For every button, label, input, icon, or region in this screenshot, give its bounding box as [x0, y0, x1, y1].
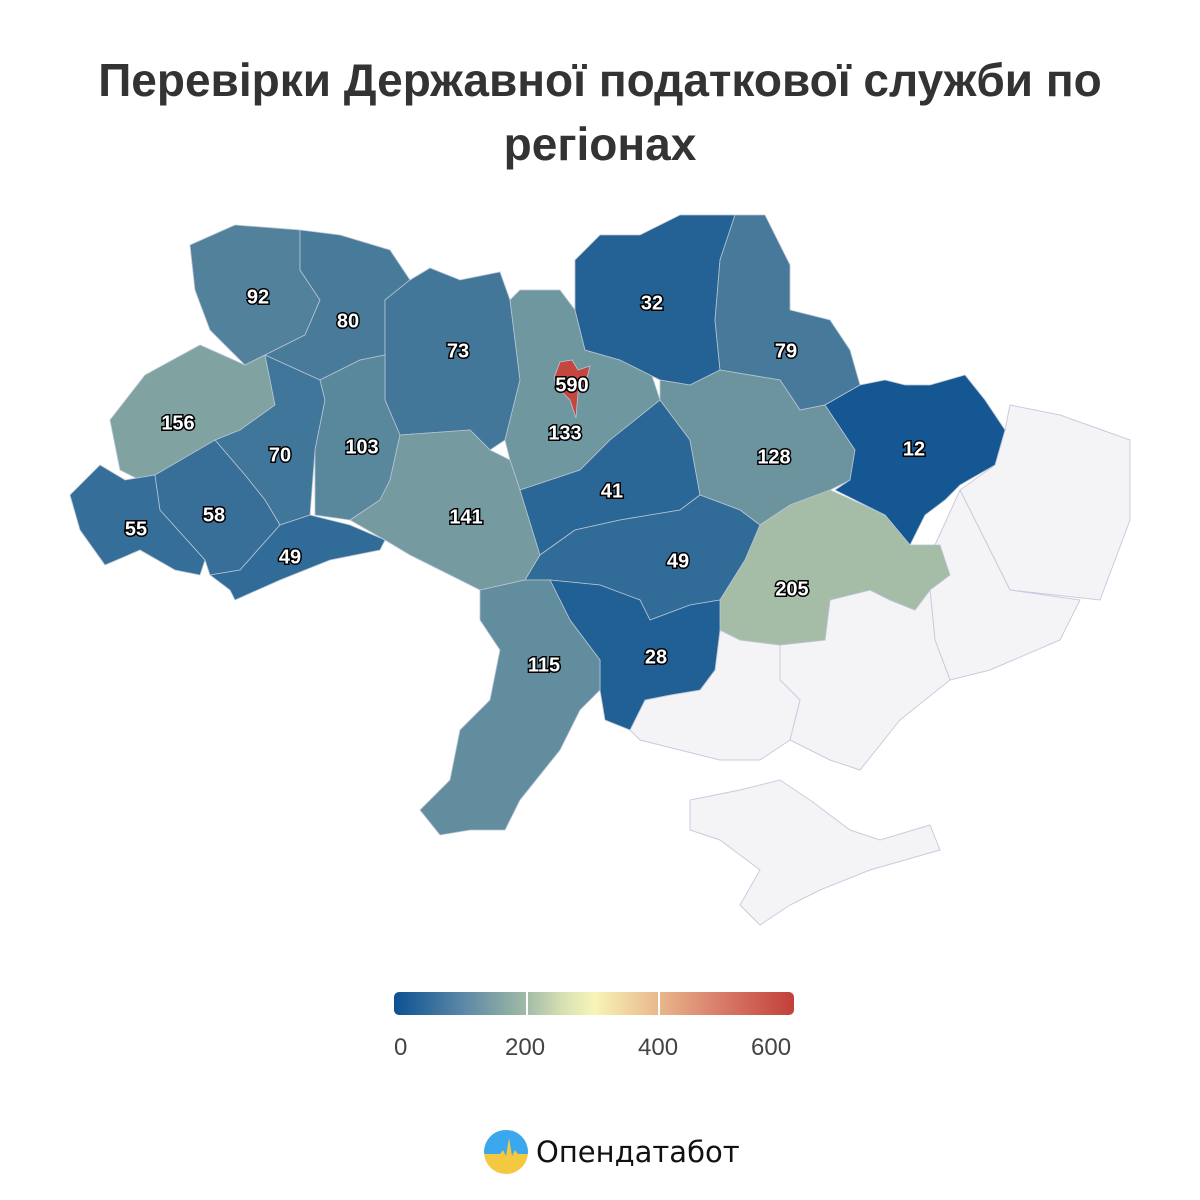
region-ivano-frankivsk-value-label: 58	[203, 504, 225, 526]
region-ternopil-value-label: 70	[269, 444, 291, 466]
region-vinnytsia-value-label: 141	[449, 506, 482, 528]
region-sumy-value-label: 79	[775, 340, 797, 362]
region-rivne-value-label: 80	[337, 310, 359, 332]
opendatabot-logo-icon	[484, 1130, 528, 1174]
region-zhytomyr-value-label: 73	[447, 340, 469, 362]
region-kharkiv[interactable]	[824, 374, 1006, 546]
legend-tick-200: 200	[505, 1034, 546, 1061]
region-poltava-value-label: 128	[757, 446, 790, 468]
region-luhansk	[959, 404, 1131, 601]
logo-text: Опендатабот	[536, 1135, 740, 1169]
opendatabot-logo: Опендатабот	[484, 1130, 740, 1174]
region-cherkasy-value-label: 41	[601, 480, 623, 502]
region-kyiv-oblast-value-label: 133	[548, 422, 581, 444]
legend-tick-600: 600	[751, 1034, 792, 1061]
region-khmelnytskyi-value-label: 103	[345, 436, 378, 458]
region-crimea	[689, 779, 941, 926]
ukraine-choropleth-map: 92 80 73 133 590 32 79 156 70 103 55 58 49 141 41 128 12…	[69, 214, 1131, 926]
region-lviv-value-label: 156	[161, 412, 194, 434]
region-kirovohrad-value-label: 49	[667, 550, 689, 572]
map-title: Перевірки Державної податкової служби по…	[98, 54, 1102, 170]
region-zakarpattia-value-label: 55	[125, 518, 147, 540]
region-chernihiv-value-label: 32	[641, 292, 663, 314]
region-kyiv-city[interactable]	[553, 359, 591, 419]
legend-separator	[526, 992, 528, 1015]
region-chernivtsi[interactable]	[209, 514, 386, 601]
legend-tick-400: 400	[638, 1034, 679, 1061]
region-mykolaiv-value-label: 28	[645, 646, 667, 668]
region-odesa[interactable]	[419, 579, 601, 836]
legend-tick-0: 0	[394, 1034, 408, 1061]
region-chernivtsi-value-label: 49	[279, 546, 301, 568]
region-dnipropetrovsk-value-label: 205	[775, 578, 808, 600]
region-kharkiv-value-label: 12	[903, 438, 925, 460]
region-volyn-value-label: 92	[247, 286, 269, 308]
color-scale-legend	[394, 992, 794, 1015]
region-poltava[interactable]	[659, 369, 856, 526]
legend-separator	[658, 992, 660, 1015]
region-zakarpattia[interactable]	[69, 464, 206, 576]
region-kyiv-city-value-label: 590	[555, 374, 588, 396]
region-odesa-value-label: 115	[528, 654, 560, 676]
